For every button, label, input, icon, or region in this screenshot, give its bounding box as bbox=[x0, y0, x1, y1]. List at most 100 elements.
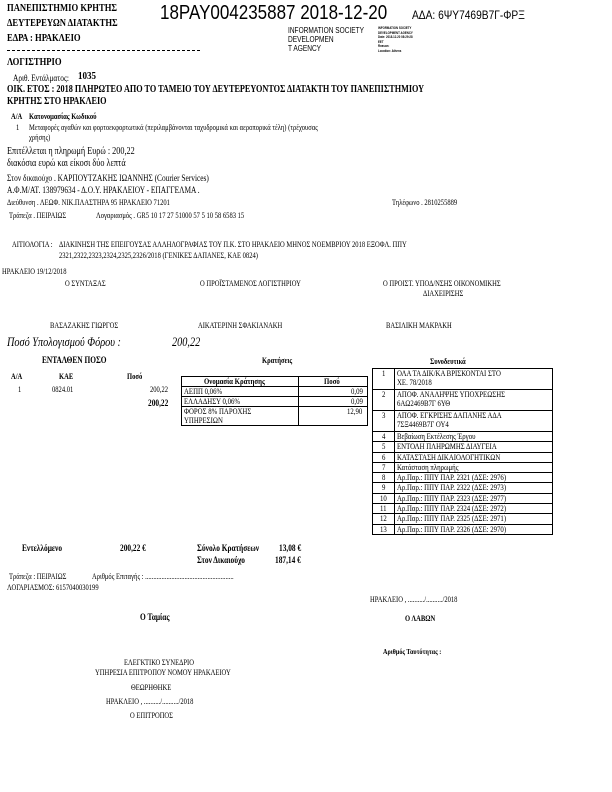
row-aa: 1 bbox=[18, 385, 22, 394]
audit-date: ΗΡΑΚΛΕΙΟ , ........../........../2018 bbox=[106, 697, 194, 706]
receiver-label: Ο ΛΑΒΩΝ bbox=[405, 614, 436, 623]
deductions-total-label: Σύνολο Κρατήσεων bbox=[197, 543, 260, 553]
attachment-no: 10 bbox=[372, 492, 395, 505]
table-row: 11 Αρ.Παρ.: ΠΠΥ ΠΑΡ. 2324 (ΔΣΕ: 2972) bbox=[372, 503, 553, 515]
signer-role: Ο ΠΡΟΪΣΤΑΜΕΝΟΣ ΛΟΓΙΣΤΗΡΙΟΥ bbox=[200, 279, 301, 288]
stamp-detail: DEVELOPMENT AGENCY bbox=[378, 30, 413, 35]
attachment-no: 3 bbox=[372, 410, 395, 432]
attachments-table: 1 ΟΛΑ ΤΑ ΔΙΚ/ΚΑ ΒΡΙΣΚΟΝΤΑΙ ΣΤΟ ΧΕ. 78/2018… bbox=[372, 368, 553, 535]
attachment-text: ΕΝΤΟΛΗ ΠΛΗΡΩΜΗΣ ΔΙΑΥΓΕΙΑ bbox=[394, 441, 553, 453]
attachment-no: 4 bbox=[372, 430, 395, 443]
justification-text-cont: 2321,2322,2323,2324,2325,2326/2018 (ΓΕΝΙ… bbox=[59, 251, 258, 260]
stamp-line: INFORMATION SOCIETY bbox=[288, 26, 365, 35]
signer-role: Ο ΣΥΝΤΑΞΑΣ bbox=[65, 279, 106, 288]
attachment-no: 8 bbox=[372, 472, 395, 484]
payee-total-value: 187,14 € bbox=[275, 555, 301, 565]
col-header-amount: Ποσό bbox=[127, 372, 143, 381]
table-row: 1 ΟΛΑ ΤΑ ΔΙΚ/ΚΑ ΒΡΙΣΚΟΝΤΑΙ ΣΤΟ ΧΕ. 78/2018 bbox=[372, 368, 553, 390]
col-header-aa: Α/Α bbox=[11, 372, 23, 381]
place-date: ΗΡΑΚΛΕΙΟ 19/12/2018 bbox=[2, 267, 67, 276]
attachment-text: Αρ.Παρ.: ΠΠΥ ΠΑΡ. 2326 (ΔΣΕ: 2970) bbox=[394, 523, 553, 535]
attachment-no: 9 bbox=[372, 482, 395, 494]
table-row: 4 Βεβαίωση Εκτέλεσης Έργου bbox=[372, 430, 553, 443]
audit-office: ΕΛΕΓΚΤΙΚΟ ΣΥΝΕΔΡΙΟ bbox=[124, 658, 194, 667]
document-code: 18PAY004235887 2018-12-20 bbox=[160, 2, 388, 24]
col-header-kae: ΚΑΕ bbox=[59, 372, 74, 381]
table-row: 7 Κατάσταση πληρωμής bbox=[372, 461, 553, 474]
deductions-header-amount: Ποσό bbox=[298, 376, 368, 387]
payee-phone: Τηλέφωνο . 2810255889 bbox=[392, 198, 458, 207]
ada-code: ΑΔΑ: 6ΨΥ7469Β7Γ-ΦΡΞ bbox=[412, 8, 525, 22]
stamp-detail: Location: Athens bbox=[378, 48, 402, 53]
justification-label: ΑΙΤΙΟΛΟΓΙΑ : bbox=[12, 240, 53, 249]
order-title: ΟΙΚ. ΕΤΟΣ : 2018 ΠΛΗΡΩΤΕΟ ΑΠΟ ΤΟ ΤΑΜΕΙΟ … bbox=[7, 84, 425, 95]
authority-name: ΔΕΥΤΕΡΕΥΩΝ ΔΙΑΤΑΚΤΗΣ bbox=[7, 18, 118, 29]
table-row: ΦΟΡΟΣ 8% ΠΑΡΟΧΗΣ ΥΠΗΡΕΣΙΩΝ 12,90 bbox=[181, 406, 368, 426]
signer-name: ΒΑΣΙΛΙΚΗ ΜΑΚΡΑΚΗ bbox=[386, 321, 452, 330]
table-row: 12 Αρ.Παρ.: ΠΠΥ ΠΑΡ. 2325 (ΔΣΕ: 2971) bbox=[372, 513, 553, 525]
table-row: 2 ΑΠΟΦ. ΑΝΑΛΗΨΗΣ ΥΠΟΧΡΕΩΣΗΣ 6ΑΩ2469Β7Γ 6ΥΘ bbox=[372, 389, 553, 411]
stamp-line: T AGENCY bbox=[288, 44, 322, 53]
signer-role-cont: ΔΙΑΧΕΙΡΙΣΗΣ bbox=[423, 289, 464, 298]
attachment-no: 11 bbox=[372, 503, 395, 515]
attachment-text: ΑΠΟΦ. ΕΓΚΡΙΣΗΣ ΔΑΠΑΝΗΣ ΑΔΑ 7ΣΞ4469Β7Γ ΟΥ4 bbox=[394, 410, 553, 432]
table-row: 5 ΕΝΤΟΛΗ ΠΛΗΡΩΜΗΣ ΔΙΑΥΓΕΙΑ bbox=[372, 441, 553, 453]
attachment-no: 7 bbox=[372, 461, 395, 474]
justification-text: ΔΙΑΚΙΝΗΣΗ ΤΗΣ ΕΠΕΙΓΟΥΣΑΣ ΑΛΛΗΛΟΓΡΑΦΙΑΣ Τ… bbox=[59, 240, 407, 249]
table-row: 3 ΑΠΟΦ. ΕΓΚΡΙΣΗΣ ΔΑΠΑΝΗΣ ΑΔΑ 7ΣΞ4469Β7Γ ΟΥ… bbox=[372, 410, 553, 432]
payee-account: Λογαριασμός . GR5 10 17 27 51000 57 5 10… bbox=[96, 211, 245, 220]
signer-name: ΑΙΚΑΤΕΡΙΝΗ ΣΦΑΚΙΑΝΑΚΗ bbox=[198, 321, 283, 330]
stamp-detail: Date: 2018.12.20 08:29:28 bbox=[378, 35, 413, 39]
attachment-text: ΑΠΟΦ. ΑΝΑΛΗΨΗΣ ΥΠΟΧΡΕΩΣΗΣ 6ΑΩ2469Β7Γ 6ΥΘ bbox=[394, 389, 553, 411]
id-number-label: Αριθμός Ταυτότητας : bbox=[383, 647, 442, 656]
university-name: ΠΑΝΕΠΙΣΤΗΜΙΟ ΚΡΗΤΗΣ bbox=[7, 3, 118, 14]
category-aa-label: Α/Α bbox=[11, 112, 23, 121]
cashier-label: Ο Ταμίας bbox=[140, 612, 170, 622]
attachment-text: Κατάσταση πληρωμής bbox=[394, 461, 553, 474]
approved-label: ΘΕΩΡΗΘΗΚΕ bbox=[131, 683, 172, 692]
category-header: Κατονομασίας Κωδικού bbox=[29, 112, 97, 121]
attachment-text: Αρ.Παρ.: ΠΠΥ ΠΑΡ. 2323 (ΔΣΕ: 2977) bbox=[394, 492, 553, 505]
stamp-detail: INFORMATION SOCIETY bbox=[378, 26, 412, 30]
footer-place-date: ΗΡΑΚΛΕΙΟ , ........../........../2018 bbox=[370, 595, 458, 604]
payment-amount: Επιτέλλεται η πληρωμή Ευρώ : 200,22 bbox=[7, 146, 135, 157]
attachment-text: Βεβαίωση Εκτέλεσης Έργου bbox=[394, 430, 553, 443]
attachment-text: Αρ.Παρ.: ΠΠΥ ΠΑΡ. 2322 (ΔΣΕ: 2973) bbox=[394, 482, 553, 494]
category-item: Μεταφορές αγαθών και φορτοεκφορτωτικά (π… bbox=[29, 123, 318, 132]
stamp-detail: Reason: bbox=[378, 44, 390, 48]
attachment-no: 5 bbox=[372, 441, 395, 453]
row-kae: 0824.01 bbox=[52, 385, 74, 394]
payee: Στον δικαιούχο . ΚΑΡΠΟΥΤΖΑΚΗΣ ΙΩΑΝΝΗΣ (C… bbox=[7, 173, 209, 183]
table-row: 10 Αρ.Παρ.: ΠΠΥ ΠΑΡ. 2323 (ΔΣΕ: 2977) bbox=[372, 492, 553, 505]
seat: ΕΔΡΑ : ΗΡΑΚΛΕΙΟ bbox=[7, 33, 81, 44]
attachment-text: ΟΛΑ ΤΑ ΔΙΚ/ΚΑ ΒΡΙΣΚΟΝΤΑΙ ΣΤΟ ΧΕ. 78/2018 bbox=[394, 368, 553, 390]
deductions-title: Κρατήσεις bbox=[262, 356, 293, 365]
divider bbox=[7, 50, 200, 51]
deductions-total-value: 13,08 € bbox=[279, 543, 302, 553]
order-title-cont: ΚΡΗΤΗΣ ΣΤΟ ΗΡΑΚΛΕΙΟ bbox=[7, 96, 107, 107]
attachment-text: Αρ.Παρ.: ΠΠΥ ΠΑΡ. 2324 (ΔΣΕ: 2972) bbox=[394, 503, 553, 515]
payee-bank: Τράπεζα . ΠΕΙΡΑΙΩΣ bbox=[9, 211, 67, 220]
attachment-text: ΚΑΤΑΣΤΑΣΗ ΔΙΚΑΙΟΛΟΓΗΤΙΚΩΝ bbox=[394, 451, 553, 463]
check-number: Αριθμός Επιταγής : .....................… bbox=[92, 572, 234, 581]
payee-total-label: Στον Δικαιούχο bbox=[197, 555, 245, 565]
tax-calc-label: Ποσό Υπολογισμού Φόρου : bbox=[7, 335, 121, 349]
table-row: 9 Αρ.Παρ.: ΠΠΥ ΠΑΡ. 2322 (ΔΣΕ: 2973) bbox=[372, 482, 553, 494]
attachment-no: 1 bbox=[372, 368, 395, 390]
table-row: 13 Αρ.Παρ.: ΠΠΥ ΠΑΡ. 2326 (ΔΣΕ: 2970) bbox=[372, 523, 553, 535]
category-item-cont: χρήσης) bbox=[29, 133, 51, 142]
ordered-amount-total: 200,22 bbox=[148, 398, 169, 408]
row-amount: 200,22 bbox=[150, 385, 169, 394]
payment-amount-words: διακόσια ευρώ και είκοσι δύο λεπτά bbox=[7, 158, 126, 169]
attachment-no: 6 bbox=[372, 451, 395, 463]
payee-afm: Α.Φ.Μ/ΑΤ. 138979634 - Δ.Ο.Υ. ΗΡΑΚΛΕΙΟΥ -… bbox=[7, 185, 200, 195]
attachment-no: 13 bbox=[372, 523, 395, 535]
commissioner-label: Ο ΕΠΙΤΡΟΠΟΣ bbox=[130, 711, 173, 720]
attachment-text: Αρ.Παρ.: ΠΠΥ ΠΑΡ. 2321 (ΔΣΕ: 2976) bbox=[394, 472, 553, 484]
stamp-line: DEVELOPMEN bbox=[288, 35, 334, 44]
audit-service: ΥΠΗΡΕΣΙΑ ΕΠΙΤΡΟΠΟΥ ΝΟΜΟΥ ΗΡΑΚΛΕΙΟΥ bbox=[95, 668, 231, 677]
stamp-detail: EET bbox=[378, 39, 384, 44]
tax-calc-value: 200,22 bbox=[172, 335, 201, 349]
ordered-total-value: 200,22 € bbox=[120, 543, 146, 553]
signer-name: ΒΑΣΑΖΑΚΗΣ ΓΙΩΡΓΟΣ bbox=[50, 321, 119, 330]
